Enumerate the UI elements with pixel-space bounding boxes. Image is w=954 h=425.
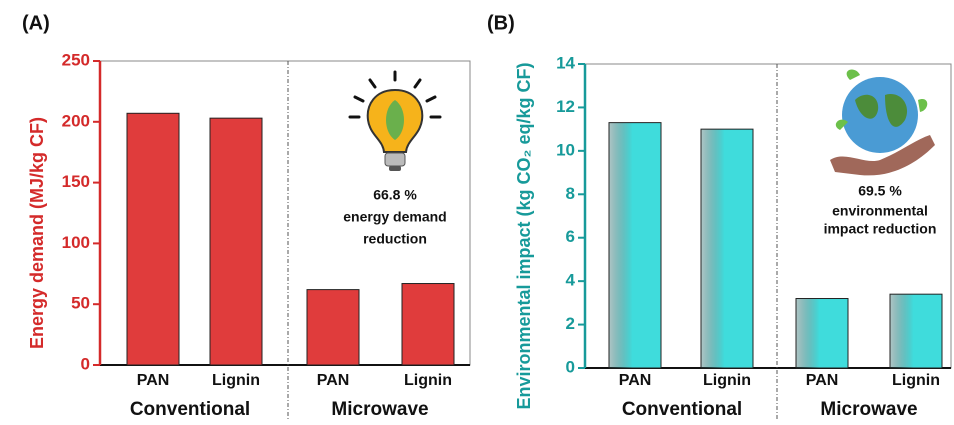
- panel-label: (B): [487, 12, 515, 34]
- annotation: environmental: [832, 203, 928, 219]
- bar: [608, 122, 662, 369]
- y-tick-label: 200: [62, 111, 90, 130]
- y-tick-label: 12: [556, 97, 575, 116]
- y-tick-label: 50: [71, 294, 90, 313]
- annotation: 66.8 %: [373, 187, 417, 203]
- group-label: Microwave: [820, 399, 917, 420]
- annotation: impact reduction: [824, 221, 937, 237]
- group-label: Conventional: [130, 399, 250, 420]
- y-tick-label: 8: [566, 184, 575, 203]
- y-tick-label: 6: [566, 227, 575, 246]
- y-tick-label: 4: [566, 271, 576, 290]
- y-axis-label: Energy demand (MJ/kg CF): [27, 117, 47, 349]
- x-tick-label: Lignin: [212, 372, 260, 389]
- x-tick-label: Lignin: [404, 372, 452, 389]
- x-tick-label: PAN: [806, 372, 839, 389]
- group-label: Conventional: [622, 399, 742, 420]
- bar: [209, 117, 263, 366]
- y-tick-label: 10: [556, 140, 575, 159]
- annotation: 69.5 %: [858, 183, 902, 199]
- bar: [401, 283, 455, 366]
- bulb-icon: [348, 70, 442, 171]
- group-label: Microwave: [331, 399, 428, 420]
- x-tick-label: PAN: [137, 372, 170, 389]
- y-tick-label: 250: [62, 50, 90, 69]
- bar: [795, 298, 849, 369]
- y-tick-label: 100: [62, 233, 90, 252]
- y-tick-label: 0: [81, 354, 90, 373]
- annotation: reduction: [363, 231, 427, 247]
- y-tick-label: 2: [566, 314, 575, 333]
- bar: [126, 112, 180, 366]
- bar: [306, 289, 360, 366]
- y-tick-label: 14: [556, 53, 575, 72]
- globe-icon: [830, 69, 935, 176]
- x-tick-label: Lignin: [892, 372, 940, 389]
- y-axis-label: Environmental impact (kg CO₂ eq/kg CF): [514, 62, 534, 409]
- y-tick-label: 0: [566, 357, 575, 376]
- y-tick-label: 150: [62, 172, 90, 191]
- x-tick-label: PAN: [619, 372, 652, 389]
- annotation: energy demand: [343, 209, 446, 225]
- bar: [700, 128, 754, 369]
- x-tick-label: Lignin: [703, 372, 751, 389]
- panel-label: (A): [22, 12, 50, 34]
- x-tick-label: PAN: [317, 372, 350, 389]
- bar: [889, 293, 943, 369]
